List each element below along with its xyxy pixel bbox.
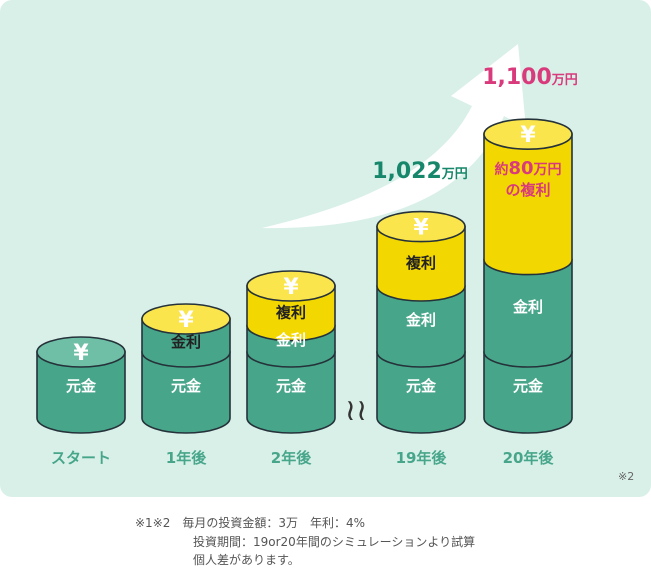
bar-interest-segment [483, 258, 573, 368]
bar-top-coin [36, 336, 126, 368]
segment-label-interest: 金利 [170, 333, 201, 351]
footnote-line-3: 個人差があります。 [193, 553, 300, 567]
compound-annotation-line1: 約80万円 [494, 158, 561, 179]
bar-top-coin [246, 270, 336, 302]
compound-annotation-part: 万円 [533, 162, 562, 178]
segment-label-principal: 元金 [513, 377, 544, 395]
total-label: 1,100万円 [482, 65, 578, 90]
footnote-line-1: ※1※2 毎月の投資金額：3万 年利：4% [135, 516, 366, 530]
bar-principal-segment [141, 351, 231, 434]
bar-principal-segment [36, 351, 126, 434]
axis-break-icon: ≀≀ [345, 393, 368, 428]
bar-principal-segment [376, 351, 466, 434]
total-label: 1,022万円 [372, 159, 468, 184]
bar-principal-segment [483, 351, 573, 434]
segment-label-interest: 金利 [512, 298, 543, 316]
bar-principal-segment [246, 351, 336, 434]
chart-panel: ¥ 元金スタート ¥ 元金 金利 1年後 ¥ 元金 金利 複利 2年後 ¥ 元金 金利 複利 19年後 ¥ 元金 金… [0, 0, 651, 497]
total-unit: 万円 [551, 73, 578, 88]
total-unit: 万円 [441, 167, 468, 182]
segment-label-interest: 金利 [275, 331, 306, 349]
segment-label-compound: 複利 [405, 254, 436, 272]
yen-icon: ¥ [520, 123, 536, 148]
segment-label-compound: 複利 [275, 303, 306, 321]
segment-label-principal: 元金 [276, 377, 307, 395]
segment-label-principal: 元金 [66, 377, 97, 395]
bar-compound-segment [483, 133, 573, 276]
compound-annotation-line2: の複利 [505, 181, 550, 199]
bar-top-coin [483, 118, 573, 150]
segment-label-interest: 金利 [405, 311, 436, 329]
segment-label-principal: 元金 [406, 377, 437, 395]
category-label: 1年後 [166, 449, 207, 467]
category-label: 20年後 [503, 449, 555, 467]
yen-icon: ¥ [413, 216, 429, 241]
bar-interest-segment [376, 285, 466, 368]
total-value: 1,022 [372, 159, 442, 184]
yen-icon: ¥ [73, 341, 89, 366]
yen-icon: ¥ [178, 308, 194, 333]
category-label: 19年後 [396, 449, 448, 467]
segment-label-principal: 元金 [171, 377, 202, 395]
bar-compound-segment [376, 225, 466, 302]
bar-top-coin [376, 210, 466, 243]
note-mark: ※2 [618, 470, 635, 483]
total-value: 1,100 [482, 65, 552, 90]
footnote-line-2: 投資期間：19or20年間のシミュレーションより試算 [193, 535, 476, 549]
category-label: スタート [51, 449, 111, 467]
compound-annotation-part: 約 [494, 161, 508, 178]
bar-top-coin [141, 303, 231, 335]
yen-icon: ¥ [283, 275, 299, 300]
growth-arrow-icon [262, 44, 526, 229]
compound-annotation-part: 80 [508, 158, 533, 179]
category-label: 2年後 [271, 449, 312, 467]
